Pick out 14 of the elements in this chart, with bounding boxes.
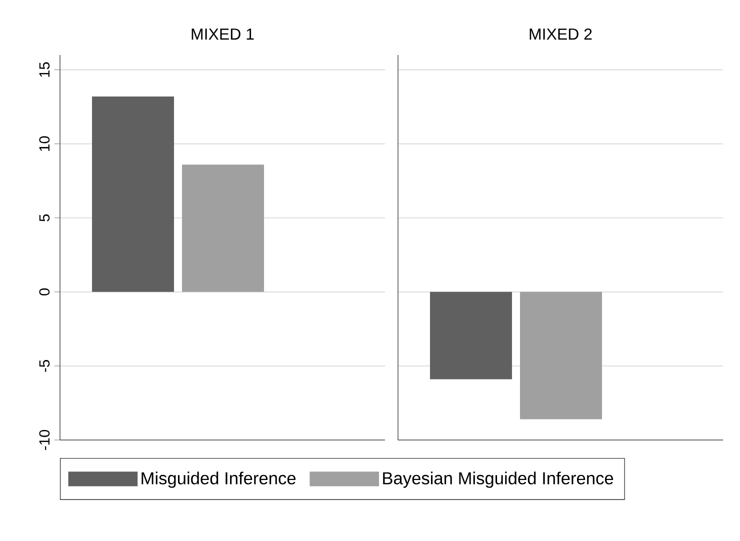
y-tick-label: 10: [39, 136, 50, 151]
x-tick-label: MIXED 2: [530, 28, 592, 40]
bar: [182, 164, 264, 292]
legend-label: Misguided Inference: [142, 472, 296, 488]
y-tick-label: 5: [39, 214, 50, 222]
y-tick-label: 15: [39, 62, 50, 77]
bar: [430, 292, 512, 380]
legend-label: Bayesian Misguided Inference: [383, 472, 614, 488]
y-tick-label: 0: [39, 288, 50, 296]
bar: [92, 96, 174, 292]
y-tick-label: -10: [39, 430, 50, 450]
x-tick-label: MIXED 1: [192, 28, 254, 40]
bar: [520, 292, 602, 420]
y-tick-label: -5: [39, 360, 50, 372]
